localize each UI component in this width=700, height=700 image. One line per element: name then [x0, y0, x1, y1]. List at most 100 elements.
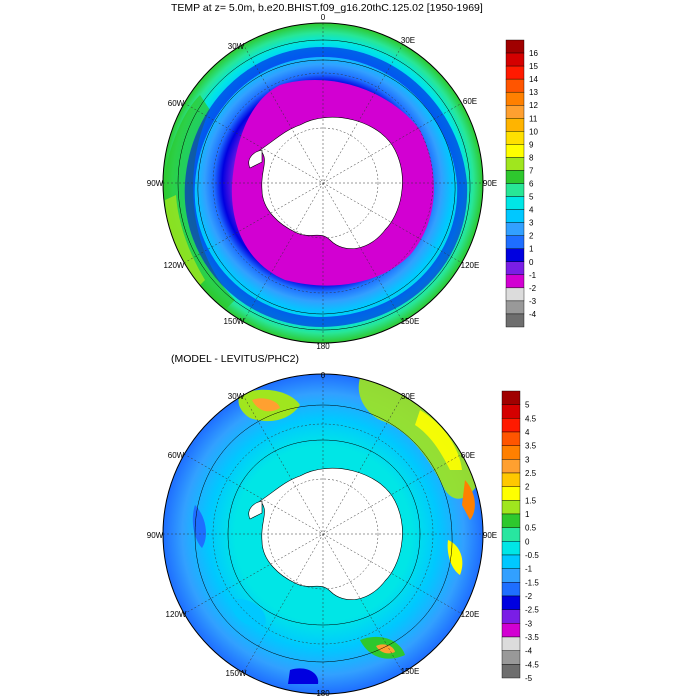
colorbar-swatch [501, 527, 521, 542]
lon-label: 180 [316, 342, 330, 351]
lon-label: 120W [164, 261, 185, 270]
lon-label: 0 [321, 371, 326, 380]
colorbar-tick-label: 7 [529, 166, 534, 175]
lon-label: 0 [321, 13, 326, 22]
colorbar-tick-label: 3 [529, 219, 534, 228]
lon-label: 30E [401, 392, 415, 401]
lon-label: 30W [228, 42, 245, 51]
colorbar-swatch [505, 287, 525, 302]
colorbar-tick-label: 3 [525, 455, 530, 464]
colorbar-tick-label: -1.5 [525, 578, 539, 587]
colorbar-swatch [505, 313, 525, 328]
colorbar-tick-label: 2 [525, 483, 530, 492]
difference-panel: (MODEL - LEVITUS/PHC2) [147, 353, 540, 698]
colorbar-swatch [501, 390, 521, 405]
colorbar-swatch [505, 261, 525, 276]
colorbar-swatch [505, 235, 525, 249]
colorbar-tick-label: -3 [525, 619, 533, 628]
colorbar-swatch [505, 131, 525, 145]
colorbar-swatch [505, 183, 525, 197]
colorbar-swatch [501, 431, 521, 446]
difference-field [163, 374, 483, 694]
colorbar-swatch [505, 91, 525, 106]
colorbar-tick-label: 6 [529, 180, 534, 189]
colorbar-tick-label: -2 [525, 592, 533, 601]
colorbar-swatch [501, 445, 521, 460]
lon-label: 30E [401, 36, 415, 45]
colorbar-swatch [505, 222, 525, 236]
colorbar-tick-label: -2 [529, 284, 537, 293]
colorbar-tick-label: 3.5 [525, 442, 537, 451]
colorbar-swatch [505, 52, 525, 67]
colorbar-swatch [505, 196, 525, 210]
colorbar-swatch [505, 39, 525, 54]
lon-label: 90W [147, 531, 164, 540]
colorbar-tick-label: 10 [529, 127, 538, 136]
colorbar-tick-label: -4 [525, 647, 533, 656]
lon-label: 30W [228, 392, 245, 401]
colorbar-swatch [505, 300, 525, 315]
colorbar-tick-label: -0.5 [525, 551, 539, 560]
colorbar-swatch [505, 209, 525, 223]
colorbar-swatch [501, 582, 521, 597]
lon-label: 60E [461, 451, 475, 460]
colorbar-swatch [501, 623, 521, 638]
colorbar-tick-label: 4 [525, 428, 530, 437]
colorbar-swatch [501, 472, 521, 487]
lon-label: 120E [461, 261, 480, 270]
colorbar-swatch [501, 418, 521, 433]
colorbar-tick-label: 9 [529, 140, 534, 149]
colorbar-tick-label: 4 [529, 206, 534, 215]
lon-label: 60W [168, 99, 185, 108]
colorbar-tick-label: -5 [525, 674, 533, 683]
colorbar-tick-label: 5 [529, 193, 534, 202]
colorbar-tick-label: 4.5 [525, 414, 537, 423]
colorbar-tick-label: 0.5 [525, 524, 537, 533]
colorbar-swatch [505, 78, 525, 93]
colorbar-swatch [505, 105, 525, 119]
colorbar-swatch [501, 513, 521, 528]
lon-label: 150W [224, 317, 245, 326]
colorbar-swatch [505, 118, 525, 132]
lon-label: 60E [463, 97, 477, 106]
colorbar-tick-label: 11 [529, 114, 538, 123]
colorbar-tick-label: 8 [529, 153, 534, 162]
colorbar-tick-label: -1 [525, 565, 533, 574]
colorbar-tick-label: -4.5 [525, 660, 539, 669]
difference-panel-title: (MODEL - LEVITUS/PHC2) [171, 353, 299, 365]
colorbar-swatch [505, 157, 525, 171]
colorbar-tick-label: -2.5 [525, 606, 539, 615]
colorbar-tick-label: 1 [525, 510, 530, 519]
colorbar-swatch [505, 65, 525, 80]
lon-label: 90E [483, 531, 497, 540]
colorbar-tick-label: 13 [529, 88, 538, 97]
lon-label: 150E [401, 667, 420, 676]
lon-label: 90W [147, 179, 164, 188]
colorbar-tick-label: 0 [525, 537, 530, 546]
difference-map-border [162, 373, 484, 695]
difference-colorbar: 5 4.5 4 3.5 3 2.5 2 1.5 1 0.5 0 -0.5 -1 -1.5 -2 -2.5 -3 -… [501, 390, 539, 683]
colorbar-swatch [501, 459, 521, 474]
colorbar-tick-label: 1 [529, 245, 534, 254]
temperature-map-border [162, 22, 484, 344]
colorbar-swatch [501, 404, 521, 419]
lon-label: 90E [483, 179, 497, 188]
temperature-panel: TEMP at z= 5.0m, b.e20.BHIST.f09_g16.20t… [147, 2, 539, 351]
colorbar-tick-label: 12 [529, 101, 538, 110]
colorbar-swatch [501, 636, 521, 651]
colorbar-swatch [501, 595, 521, 610]
colorbar-swatch [501, 486, 521, 501]
lon-label: 120W [166, 610, 187, 619]
lon-label: 180 [316, 689, 330, 698]
colorbar-swatch [505, 170, 525, 184]
colorbar-swatch [501, 568, 521, 583]
difference-lon-labels: 0 30E 60E 90E 120E 150E 180 150W 120W 90… [147, 371, 497, 698]
colorbar-tick-label: 1.5 [525, 496, 537, 505]
colorbar-tick-label: 2.5 [525, 469, 537, 478]
temperature-panel-title: TEMP at z= 5.0m, b.e20.BHIST.f09_g16.20t… [171, 2, 483, 14]
colorbar-tick-label: 5 [525, 401, 530, 410]
colorbar-swatch [505, 144, 525, 158]
colorbar-tick-label: 14 [529, 75, 538, 84]
lon-label: 60W [168, 451, 185, 460]
